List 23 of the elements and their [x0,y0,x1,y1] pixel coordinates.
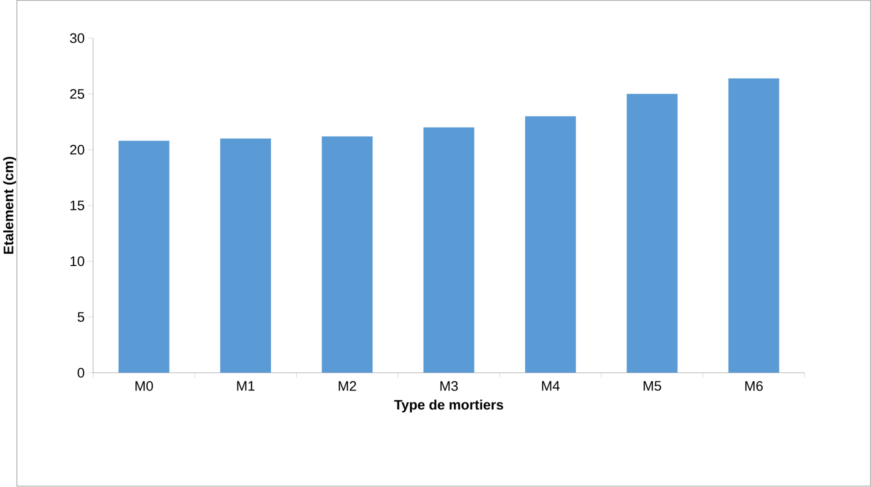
bar [322,136,373,374]
x-tick-label: M6 [745,381,763,392]
y-axis-title: Etalement (cm) [3,157,16,254]
x-tick-label: M3 [440,381,458,392]
bar [118,141,170,374]
x-axis-title: Type de mortiers [394,400,504,413]
y-tick-label: 0 [78,368,84,378]
x-tick-label: M2 [338,381,356,391]
y-tick-label: 25 [70,89,84,100]
y-tick-label: 5 [78,312,84,322]
bar [728,78,780,374]
bar [423,128,474,374]
y-tick-label: 15 [70,200,84,211]
x-tick-label: M4 [542,381,560,391]
y-tick-label: 10 [70,256,84,266]
bar [626,94,678,374]
bar [220,138,271,374]
x-tick-label: M0 [136,381,153,392]
y-tick-label: 20 [70,145,84,155]
x-tick-label: M5 [644,381,662,391]
x-tick-label: M1 [237,381,254,391]
y-tick-label: 30 [70,34,84,44]
bar [525,116,576,374]
